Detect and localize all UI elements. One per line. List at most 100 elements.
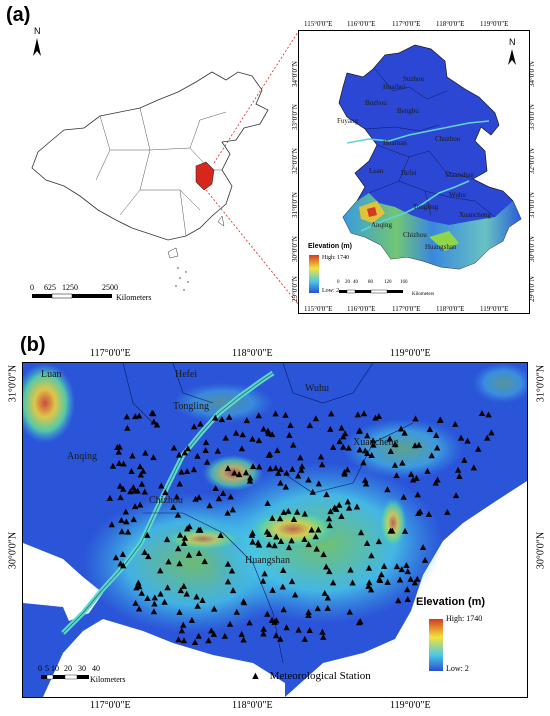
huangshan-highland [429,231,459,251]
station-marker [326,522,333,529]
station-marker [318,461,326,468]
station-marker [277,635,284,642]
station-marker [277,538,285,545]
inset-legend-low: Low: 2 [322,288,340,294]
city-hefei: Hefei [401,169,417,177]
station-marker [175,636,182,643]
b-lon-117-top: 117°0'0"E [90,348,131,359]
station-marker [153,421,161,428]
station-marker [222,434,229,441]
station-marker [325,515,333,522]
station-marker [211,605,218,612]
station-marker [219,490,227,497]
station-marker [188,616,196,623]
station-marker [164,584,171,591]
station-marker [286,431,293,438]
china-scale-unit: Kilometers [116,293,152,302]
b-lon-118-bottom: 118°0'0"E [232,700,273,711]
station-marker [176,480,183,487]
b-scale-bar [41,674,89,680]
station-marker [317,453,325,460]
station-marker [364,449,371,456]
station-marker [285,544,293,551]
station-marker [217,531,224,538]
station-marker [329,579,337,586]
station-marker [305,611,312,618]
station-marker [452,492,460,499]
station-marker [202,446,209,453]
station-marker [320,551,327,558]
station-marker [298,466,305,473]
city-xuancheng: Xuancheng [459,211,491,219]
panel-a-label: (a) [6,4,31,26]
city-luan: Luan [369,167,384,175]
station-marker [391,441,399,448]
station-marker [194,452,201,459]
station-marker [269,514,276,521]
station-marker [336,501,343,508]
inset-scale-unit: Kilometers [412,292,435,297]
inset-scale-20: 20 [345,280,350,285]
station-marker [433,444,441,451]
station-marker [290,516,298,523]
station-marker [130,516,137,523]
station-marker [414,575,421,582]
station-marker [412,415,419,422]
station-marker [375,413,383,420]
station-marker [389,527,396,534]
study-area-frame: Luan Hefei Wuhu Tongling Anqing Xuanchen… [22,362,528,698]
station-legend: ▲ Meteorological Station [250,670,371,682]
station-marker [340,433,347,440]
station-marker [224,465,232,472]
station-marker [484,434,491,441]
station-marker [285,507,292,514]
station-marker [433,432,440,439]
station-marker [201,558,208,565]
inset-legend-title: Elevation (m) [308,243,352,250]
station-marker [272,410,279,417]
station-marker [407,575,414,582]
station-marker [475,445,482,452]
b-lat-30-left: 30°0'0"N [7,531,19,570]
station-marker [269,586,276,593]
station-marker [395,597,402,604]
station-marker [128,468,135,475]
station-marker [272,632,280,639]
station-marker [293,508,301,515]
station-marker [312,415,320,422]
station-marker [195,494,203,501]
panel-b-label: (b) [20,334,46,356]
station-marker [404,596,411,603]
callout-line-bottom [205,189,299,305]
city-b-xuancheng: Xuancheng [353,437,399,448]
inset-lon-118: 118°0'0"E [436,20,465,28]
city-b-tongling: Tongling [173,401,209,412]
station-marker [265,451,272,458]
station-marker [271,542,278,549]
china-scale-bar [32,293,112,299]
station-marker [124,528,132,535]
inset-lat-33: 33°0'0"N [291,104,299,130]
station-marker [205,637,212,644]
station-marker [263,528,271,535]
station-marker [336,438,343,445]
station-marker [291,591,299,598]
station-marker [233,608,241,615]
station-marker [242,469,250,476]
city-b-luan: Luan [41,369,62,380]
b-scale-5: 5 [45,664,49,673]
inset-lon-115-bottom: 115°0'0"E [304,305,333,313]
station-marker [184,445,192,452]
station-marker [120,485,127,492]
city-b-huangshan: Huangshan [245,555,290,566]
station-marker [185,551,193,558]
station-marker [170,503,177,510]
station-marker [238,630,245,637]
b-scale-30: 30 [78,664,86,673]
station-marker [464,437,471,444]
station-marker [347,566,354,573]
city-bengbu: Bengbu [397,107,419,115]
city-suzhou: Suzhou [403,75,425,83]
hainan-island [167,247,179,259]
station-marker [181,534,189,541]
